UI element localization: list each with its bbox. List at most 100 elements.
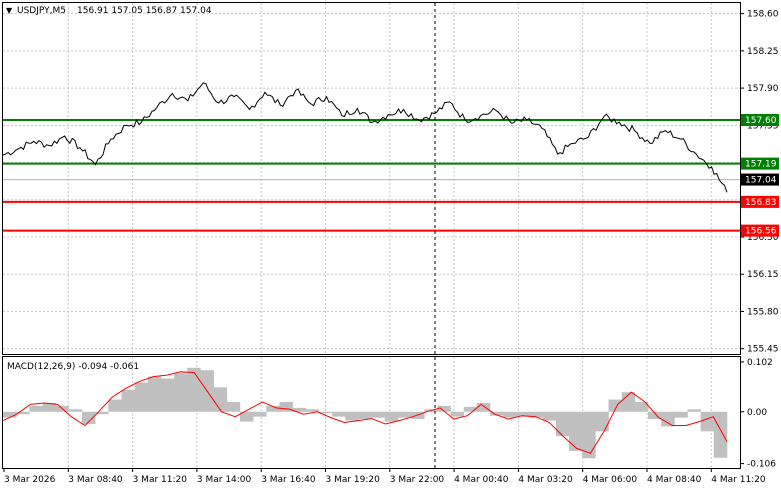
macd-bar xyxy=(253,411,267,417)
macd-signal-line xyxy=(2,371,728,454)
x-tick-label: 3 Mar 08:40 xyxy=(68,475,123,485)
macd-bar xyxy=(700,411,715,432)
macd-bar xyxy=(555,411,570,437)
level-tag-label: 157.60 xyxy=(745,116,777,126)
level-tag xyxy=(741,224,779,237)
price-series xyxy=(2,82,728,193)
level-tag xyxy=(741,157,779,170)
y-tick-label: 157.55 xyxy=(747,121,779,131)
price-line xyxy=(2,82,728,193)
macd-bar xyxy=(29,405,43,412)
x-tick-label: 3 Mar 22:00 xyxy=(390,475,445,485)
macd-y-tick-label: 0.00 xyxy=(747,408,767,418)
macd-bar xyxy=(476,402,491,412)
macd-bar xyxy=(292,407,307,412)
x-tick-label: 4 Mar 08:40 xyxy=(647,475,702,485)
macd-bar xyxy=(187,367,201,412)
macd-bar xyxy=(226,401,241,412)
x-tick-label: 4 Mar 06:00 xyxy=(583,475,638,485)
macd-axis: 0.102 0.00 -0.106 xyxy=(740,358,776,470)
macd-signal-series xyxy=(2,371,728,454)
x-tick-label: 3 Mar 19:20 xyxy=(326,475,381,485)
x-tick-label: 4 Mar 11:20 xyxy=(711,475,766,485)
macd-bar xyxy=(542,411,557,421)
macd-bar xyxy=(582,411,596,459)
macd-bar xyxy=(661,411,675,427)
macd-bar xyxy=(648,411,662,420)
macd-bar xyxy=(95,411,109,415)
y-tick-label: 155.80 xyxy=(747,307,779,317)
macd-bar xyxy=(674,411,688,418)
macd-bar xyxy=(42,402,56,412)
macd-bar xyxy=(569,411,583,451)
macd-label: MACD(12,26,9) -0.094 -0.061 xyxy=(7,362,139,372)
y-tick-label: 156.50 xyxy=(747,233,779,243)
y-tick-label: 157.90 xyxy=(747,84,779,94)
x-tick-label: 4 Mar 00:40 xyxy=(454,475,509,485)
macd-bar xyxy=(239,411,254,422)
ohlc-values: 156.91 157.05 156.87 157.04 xyxy=(77,6,212,16)
macd-bar xyxy=(318,411,333,414)
x-tick-label: 3 Mar 16:40 xyxy=(261,475,316,485)
level-tag xyxy=(741,114,779,126)
macd-bar xyxy=(529,411,544,418)
x-tick-label: 4 Mar 03:20 xyxy=(518,475,573,485)
y-tick-label: 158.25 xyxy=(747,47,779,57)
macd-bar xyxy=(621,392,636,412)
macd-bar xyxy=(687,409,701,412)
macd-bar xyxy=(397,411,412,418)
macd-bar xyxy=(345,411,359,421)
x-tick-label: 3 Mar 2026 xyxy=(4,475,56,485)
y-tick-label: 158.60 xyxy=(747,10,779,20)
macd-bar xyxy=(266,405,280,412)
level-tag-label: 156.83 xyxy=(745,198,777,208)
macd-bar xyxy=(68,409,83,412)
current-price-tag xyxy=(741,173,779,186)
macd-bar xyxy=(213,387,228,412)
macd-bar xyxy=(608,399,622,412)
y-tick-label: 155.45 xyxy=(747,345,779,355)
macd-bar xyxy=(503,411,517,418)
macd-bar xyxy=(634,401,649,412)
header-triangle-icon[interactable]: ▼ xyxy=(6,6,13,15)
macd-bar xyxy=(437,405,451,412)
level-tag-label: 157.19 xyxy=(745,160,777,170)
support-resistance-levels xyxy=(3,119,740,232)
macd-bar xyxy=(384,411,399,422)
macd-bar xyxy=(279,401,293,412)
macd-bar xyxy=(358,411,372,420)
macd-bar xyxy=(121,389,135,412)
macd-bar xyxy=(595,411,609,432)
macd-bar xyxy=(371,411,386,418)
macd-bar xyxy=(147,376,162,412)
macd-bar xyxy=(332,411,346,417)
macd-bar xyxy=(160,378,175,412)
macd-bar xyxy=(516,411,530,417)
macd-bar xyxy=(134,382,149,412)
macd-bar xyxy=(713,411,728,458)
macd-y-tick-label: 0.102 xyxy=(747,358,773,368)
x-tick-label: 3 Mar 11:20 xyxy=(133,475,188,485)
current-price-label: 157.04 xyxy=(745,176,777,186)
level-tag xyxy=(741,195,779,208)
macd-grid xyxy=(67,357,712,468)
y-tick-label: 156.15 xyxy=(747,270,779,280)
macd-bar xyxy=(490,411,504,416)
macd-bar xyxy=(174,372,188,412)
level-tag-label: 156.56 xyxy=(745,227,777,237)
price-panel-frame xyxy=(2,2,741,355)
macd-bar xyxy=(81,411,96,424)
macd-bar xyxy=(463,406,478,412)
x-tick-label: 3 Mar 14:00 xyxy=(197,475,252,485)
symbol-timeframe: USDJPY,M5 xyxy=(17,6,66,16)
macd-bar xyxy=(16,411,30,415)
macd-bar xyxy=(305,409,320,412)
macd-bar xyxy=(450,411,465,417)
time-axis: 3 Mar 2026 3 Mar 08:40 3 Mar 11:20 3 Mar 14… xyxy=(3,468,766,485)
macd-bar xyxy=(108,399,122,412)
level-tags: 157.60 157.19 156.83 156.56 157.04 xyxy=(741,114,779,237)
price-grid xyxy=(3,3,740,354)
macd-y-tick-label: -0.106 xyxy=(747,460,776,470)
macd-bar xyxy=(3,411,17,418)
